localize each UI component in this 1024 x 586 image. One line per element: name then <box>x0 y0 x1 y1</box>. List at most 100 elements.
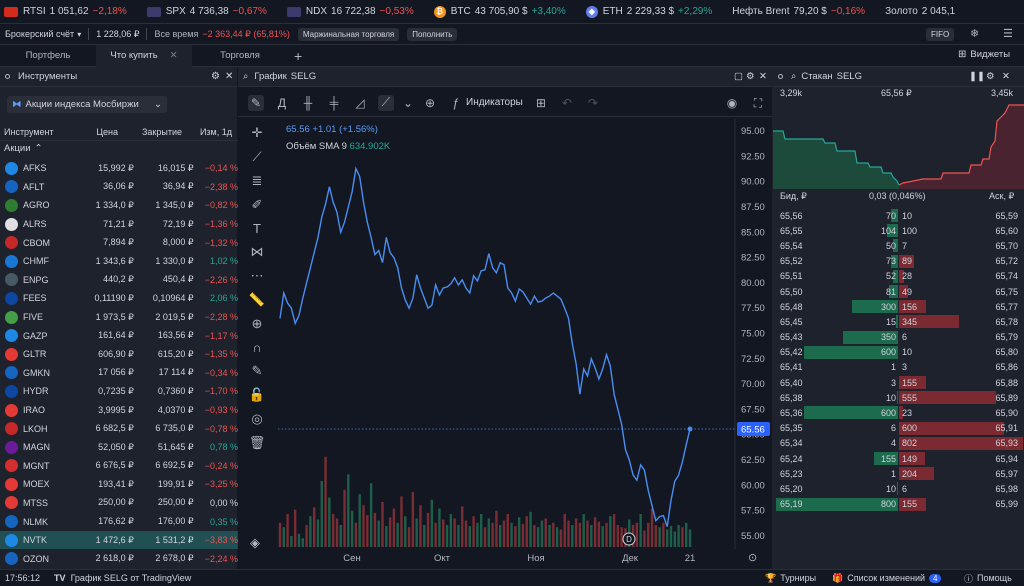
ticker-item[interactable]: Нефть Brent 79,20 $ −0,16% <box>728 6 865 17</box>
orderbook-row[interactable]: 65,41 1 3 65,86 <box>773 360 1024 375</box>
ticker-item[interactable]: NDX 16 722,38 −0,53% <box>283 6 414 17</box>
magnet-icon[interactable]: ∩ <box>252 340 262 355</box>
close-icon[interactable]: ✕ <box>225 71 234 82</box>
table-row[interactable]: ALRS 71,21 ₽ 72,19 ₽ −1,36 % <box>0 215 238 234</box>
text-icon[interactable]: T <box>253 221 261 236</box>
layers-icon[interactable]: ◈ <box>250 535 260 550</box>
close-icon[interactable]: ✕ <box>759 71 767 82</box>
help-button[interactable]: ⓘ Помощь <box>964 572 1012 585</box>
table-row[interactable]: LKOH 6 682,5 ₽ 6 735,0 ₽ −0,78 % <box>0 419 238 438</box>
topup-button[interactable]: Пополнить <box>407 27 458 41</box>
orderbook-row[interactable]: 65,42 600 10 65,80 <box>773 345 1024 360</box>
orderbook-row[interactable]: 65,48 300 156 65,77 <box>773 299 1024 314</box>
orderbook-row[interactable]: 65,23 1 204 65,97 <box>773 466 1024 481</box>
settings-circle-icon[interactable]: ⊙ <box>748 552 758 564</box>
forecast-icon[interactable]: ⋯ <box>250 268 264 283</box>
table-row[interactable]: FIVE 1 973,5 ₽ 2 019,5 ₽ −2,28 % <box>0 308 238 327</box>
lock-icon[interactable]: 🔓 <box>248 387 266 402</box>
brush-icon[interactable]: ✐ <box>251 197 263 212</box>
fib-icon[interactable]: ≣ <box>251 173 263 188</box>
table-row[interactable]: GLTR 606,90 ₽ 615,20 ₽ −1,35 % <box>0 345 238 364</box>
table-row[interactable]: NLMK 176,62 ₽ 176,00 ₽ 0,35 % <box>0 512 238 531</box>
lock-drawing-icon[interactable]: ✎ <box>251 363 263 378</box>
dividend-marker-icon[interactable] <box>622 532 636 546</box>
table-row[interactable]: AFLT 36,06 ₽ 36,94 ₽ −2,38 % <box>0 178 238 197</box>
settings-icon[interactable]: ❄ <box>970 28 980 40</box>
orderbook-row[interactable]: 65,20 10 6 65,98 <box>773 481 1024 496</box>
add-icon[interactable]: ⊕ <box>424 95 436 110</box>
zoom-icon[interactable]: ⊕ <box>251 316 263 331</box>
table-row[interactable]: IRAO 3,9995 ₽ 4,0370 ₽ −0,93 % <box>0 401 238 420</box>
table-row[interactable]: GAZP 161,64 ₽ 163,56 ₽ −1,17 % <box>0 326 238 345</box>
line-icon[interactable]: ⟋ <box>378 94 394 111</box>
close-icon[interactable]: ✕ <box>1002 71 1010 82</box>
maximize-icon[interactable]: ▢ <box>734 71 743 82</box>
orderbook-row[interactable]: 65,38 10 555 65,89 <box>773 390 1024 405</box>
orderbook-row[interactable]: 65,36 600 23 65,90 <box>773 405 1024 420</box>
redo-icon[interactable]: ↷ <box>587 95 598 110</box>
table-row[interactable]: MGNT 6 676,5 ₽ 6 692,5 ₽ −0,24 % <box>0 457 238 476</box>
account-selector[interactable]: Брокерский счёт ▾ <box>5 29 82 39</box>
orderbook-row[interactable]: 65,52 73 89 65,72 <box>773 254 1024 269</box>
undo-icon[interactable]: ↶ <box>561 95 572 110</box>
fullscreen-icon[interactable]: ⛶ <box>753 95 763 110</box>
margin-trading-button[interactable]: Маржинальная торговля <box>297 27 400 41</box>
trendline-icon[interactable]: ⟋ <box>252 149 262 164</box>
fifo-badge[interactable]: FIFO <box>926 28 955 41</box>
table-row[interactable]: AGRO 1 334,0 ₽ 1 345,0 ₽ −0,82 % <box>0 196 238 215</box>
ticker-item[interactable]: ◆ ETH 2 229,33 $ +2,29% <box>582 5 712 18</box>
group-header[interactable]: Акции ⌃ <box>4 143 43 154</box>
pencil-icon[interactable]: ✎ <box>248 94 264 111</box>
orderbook-row[interactable]: 65,19 800 155 65,99 <box>773 497 1024 512</box>
ruler-icon[interactable]: 📏 <box>248 292 266 307</box>
table-row[interactable]: OZON 2 618,0 ₽ 2 678,0 ₽ −2,24 % <box>0 549 238 568</box>
changelog-button[interactable]: 🎁 Список изменений 4 <box>832 573 942 584</box>
area-icon[interactable]: ◿ <box>355 95 365 110</box>
search-icon[interactable]: ⌕ <box>791 71 797 82</box>
table-row[interactable]: FEES 0,11190 ₽ 0,10964 ₽ 2,06 % <box>0 289 238 308</box>
table-row[interactable]: MOEX 193,41 ₽ 199,91 ₽ −3,25 % <box>0 475 238 494</box>
gear-icon[interactable]: ⚙ <box>746 71 755 82</box>
table-row[interactable]: CHMF 1 343,6 ₽ 1 330,0 ₽ 1,02 % <box>0 252 238 271</box>
orderbook-row[interactable]: 65,24 155 149 65,94 <box>773 451 1024 466</box>
tab-portfolio[interactable]: Портфель <box>0 45 96 67</box>
orderbook-row[interactable]: 65,40 3 155 65,88 <box>773 375 1024 390</box>
gear-icon[interactable]: ⚙ <box>211 71 220 82</box>
gear-icon[interactable]: ⚙ <box>986 71 995 82</box>
indicators-icon[interactable]: ƒ <box>452 95 460 110</box>
layout-icon[interactable]: ⊞ <box>535 95 546 110</box>
table-row[interactable]: MAGN 52,050 ₽ 51,645 ₽ 0,78 % <box>0 438 238 457</box>
search-icon[interactable]: ⌕ <box>243 71 249 82</box>
eye-icon[interactable]: ◎ <box>251 411 263 426</box>
pattern-icon[interactable]: ⋈ <box>250 244 264 259</box>
table-row[interactable]: NVTK 1 472,6 ₽ 1 531,2 ₽ −3,83 % <box>0 530 238 550</box>
crosshair-icon[interactable]: ✛ <box>251 125 263 140</box>
table-row[interactable]: GMKN 17 056 ₽ 17 114 ₽ −0,34 % <box>0 364 238 383</box>
table-row[interactable]: ENPG 440,2 ₽ 450,4 ₽ −2,26 % <box>0 271 238 290</box>
widgets-button[interactable]: ⊞ Виджеты <box>958 49 1010 60</box>
chevron-down-icon[interactable]: ⌄ <box>402 95 414 110</box>
col-close[interactable]: Закрытие <box>141 126 182 137</box>
ticker-item[interactable]: RTSI 1 051,62 −2,18% <box>0 6 127 17</box>
orderbook-row[interactable]: 65,34 4 802 65,93 <box>773 436 1024 451</box>
chart-credit[interactable]: График SELG от TradingView <box>70 573 192 583</box>
bars-icon[interactable]: ╪ <box>329 95 339 110</box>
pause-icon[interactable]: ❚❚ <box>969 71 985 82</box>
orderbook-row[interactable]: 65,54 50 7 65,70 <box>773 238 1024 253</box>
ticker-item[interactable]: ₿ BTC 43 705,90 $ +3,40% <box>430 5 566 18</box>
table-row[interactable]: HYDR 0,7235 ₽ 0,7360 ₽ −1,70 % <box>0 382 238 401</box>
orderbook-row[interactable]: 65,45 15 345 65,78 <box>773 314 1024 329</box>
trash-icon[interactable]: 🗑 <box>248 435 266 450</box>
tab-what-to-buy[interactable]: Что купить ✕ <box>96 44 192 67</box>
tab-trading[interactable]: Торговля <box>192 45 288 67</box>
filter-dropdown[interactable]: ⧓ Акции индекса Мосбиржи ⌄ <box>7 96 167 113</box>
camera-icon[interactable]: ◉ <box>726 96 738 110</box>
table-row[interactable]: CBOM 7,894 ₽ 8,000 ₽ −1,32 % <box>0 233 238 252</box>
add-tab-icon[interactable]: + <box>294 47 303 64</box>
ticker-item[interactable]: SPX 4 736,38 −0,67% <box>143 6 267 17</box>
table-row[interactable]: MTSS 250,00 ₽ 250,00 ₽ 0,00 % <box>0 494 238 513</box>
period-selector[interactable]: Все время <box>154 29 199 39</box>
orderbook-row[interactable]: 65,43 350 6 65,79 <box>773 330 1024 345</box>
tournaments-button[interactable]: 🏆 Турниры <box>765 573 816 584</box>
col-price[interactable]: Цена <box>96 126 118 137</box>
